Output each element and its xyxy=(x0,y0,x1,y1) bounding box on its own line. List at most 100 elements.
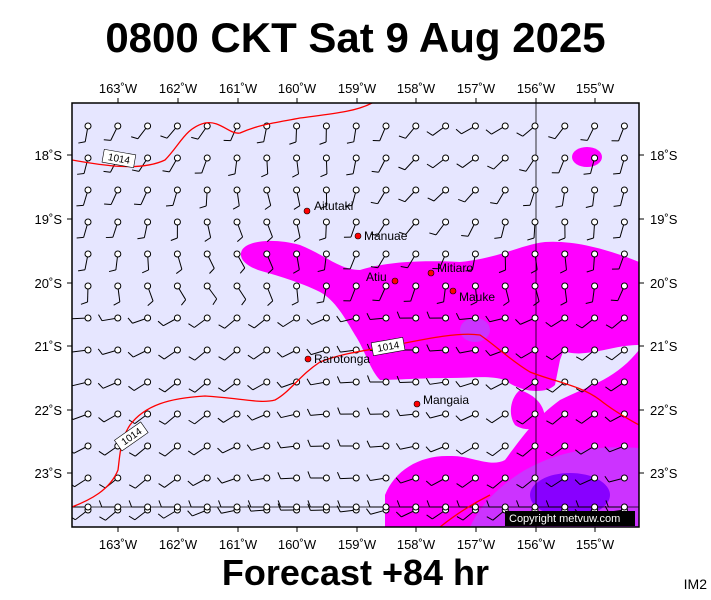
wind-barb-station xyxy=(173,378,181,386)
wind-barb-feather xyxy=(370,201,378,205)
wind-barb-feather xyxy=(199,205,207,209)
wind-barb-station xyxy=(620,314,628,322)
wind-barb-feather xyxy=(575,323,583,329)
wind-barb-feather xyxy=(217,477,223,484)
wind-barb-station xyxy=(84,250,92,258)
lon-label: 161˚W xyxy=(219,81,258,96)
wind-barb-feather xyxy=(113,301,121,306)
wind-barb-feather xyxy=(586,237,594,241)
wind-barb-station xyxy=(620,154,628,162)
wind-barb-feather xyxy=(426,163,434,169)
wind-barb-feather xyxy=(188,323,195,328)
wind-barb-feather xyxy=(545,355,553,361)
wind-barb-station xyxy=(114,122,122,130)
wind-barb-feather xyxy=(545,500,550,508)
wind-barb-station xyxy=(293,282,301,290)
wind-barb-station xyxy=(352,154,360,162)
wind-barb-station xyxy=(144,250,152,258)
wind-barb-feather xyxy=(456,483,463,488)
wind-barb-station xyxy=(591,410,599,418)
wind-barb-feather xyxy=(293,269,300,274)
wind-barb-station xyxy=(591,346,599,354)
wind-barb-feather xyxy=(187,480,194,486)
wind-barb-feather xyxy=(142,269,149,274)
wind-barb-feather xyxy=(366,440,371,448)
wind-barb-feather xyxy=(98,417,105,423)
wind-barb-feather xyxy=(336,345,341,353)
wind-barb-station xyxy=(531,474,539,482)
wind-barb-feather xyxy=(345,204,353,207)
wind-barb-station xyxy=(84,474,92,482)
wind-barb-station xyxy=(263,378,271,386)
wind-barb-station xyxy=(501,410,509,418)
wind-barb-station xyxy=(591,503,599,511)
wind-barb-feather xyxy=(485,129,492,135)
wind-barb-feather xyxy=(306,319,313,325)
wind-barb-station xyxy=(382,218,390,226)
wind-barb-station xyxy=(442,314,450,322)
wind-barb-station xyxy=(471,346,479,354)
wind-barb-station xyxy=(442,250,450,258)
rain-heavy-core xyxy=(530,473,610,517)
wind-barb-feather xyxy=(487,165,494,170)
wind-barb-feather xyxy=(72,484,75,488)
wind-barb-station xyxy=(620,122,628,130)
wind-barb-station xyxy=(442,474,450,482)
wind-barb-feather xyxy=(585,205,593,209)
wind-barb-feather xyxy=(337,500,341,508)
lon-label: 161˚W xyxy=(219,537,258,552)
wind-barb-feather xyxy=(583,172,591,175)
wind-barb-station xyxy=(471,378,479,386)
wind-barb-feather xyxy=(128,452,136,457)
wind-barb-station xyxy=(322,186,330,194)
wind-barb-station xyxy=(442,218,450,226)
wind-barb-feather xyxy=(575,500,580,508)
wind-barb-feather xyxy=(426,131,433,136)
wind-barb-station xyxy=(382,154,390,162)
wind-barb-feather xyxy=(336,472,341,479)
place-dot xyxy=(413,400,421,408)
wind-barb-station xyxy=(382,474,390,482)
lon-label: 156˚W xyxy=(517,537,556,552)
wind-barb-feather xyxy=(398,231,406,235)
lat-label: 23˚S xyxy=(35,466,63,481)
lon-labels-bottom: 163˚W 162˚W 161˚W 160˚W 159˚W 158˚W 157˚… xyxy=(99,537,615,552)
wind-barb-station xyxy=(501,154,509,162)
wind-barb-feather xyxy=(80,301,88,305)
wind-barb-station xyxy=(352,250,360,258)
wind-barb-station xyxy=(293,122,301,130)
wind-barb-feather xyxy=(575,356,583,361)
wind-barb-feather xyxy=(218,500,222,508)
wind-barb-feather xyxy=(398,135,406,139)
wind-barb-station xyxy=(263,503,271,511)
wind-barb-station xyxy=(144,346,152,354)
wind-barb-station xyxy=(322,474,330,482)
wind-barb-station xyxy=(293,442,301,450)
lon-label: 157˚W xyxy=(457,537,496,552)
wind-barb-station xyxy=(263,314,271,322)
wind-barb-station xyxy=(382,282,390,290)
wind-barb-feather xyxy=(209,268,215,274)
wind-barb-station xyxy=(620,378,628,386)
wind-barb-feather xyxy=(395,511,402,518)
wind-barb-feather xyxy=(425,412,431,419)
lat-label: 19˚S xyxy=(650,212,678,227)
wind-barb-feather xyxy=(158,483,165,488)
wind-barb-station xyxy=(352,282,360,290)
place-label-rarotonga: Rarotonga xyxy=(314,352,370,366)
copyright-box xyxy=(505,511,635,526)
wind-barb-feather xyxy=(131,169,139,172)
wind-barb-feather xyxy=(613,205,621,207)
wind-barb-feather xyxy=(396,500,401,508)
wind-barb-feather xyxy=(527,237,535,241)
wind-barb-station xyxy=(322,250,330,258)
wind-barb-station xyxy=(263,474,271,482)
wind-barb-feather xyxy=(158,500,162,508)
wind-barb-feather xyxy=(247,474,252,481)
wind-barb-feather xyxy=(291,301,299,306)
wind-barb-feather xyxy=(436,301,444,305)
wind-barb-station xyxy=(352,314,360,322)
wind-barb-station xyxy=(591,122,599,130)
frame-ticks xyxy=(67,98,644,532)
